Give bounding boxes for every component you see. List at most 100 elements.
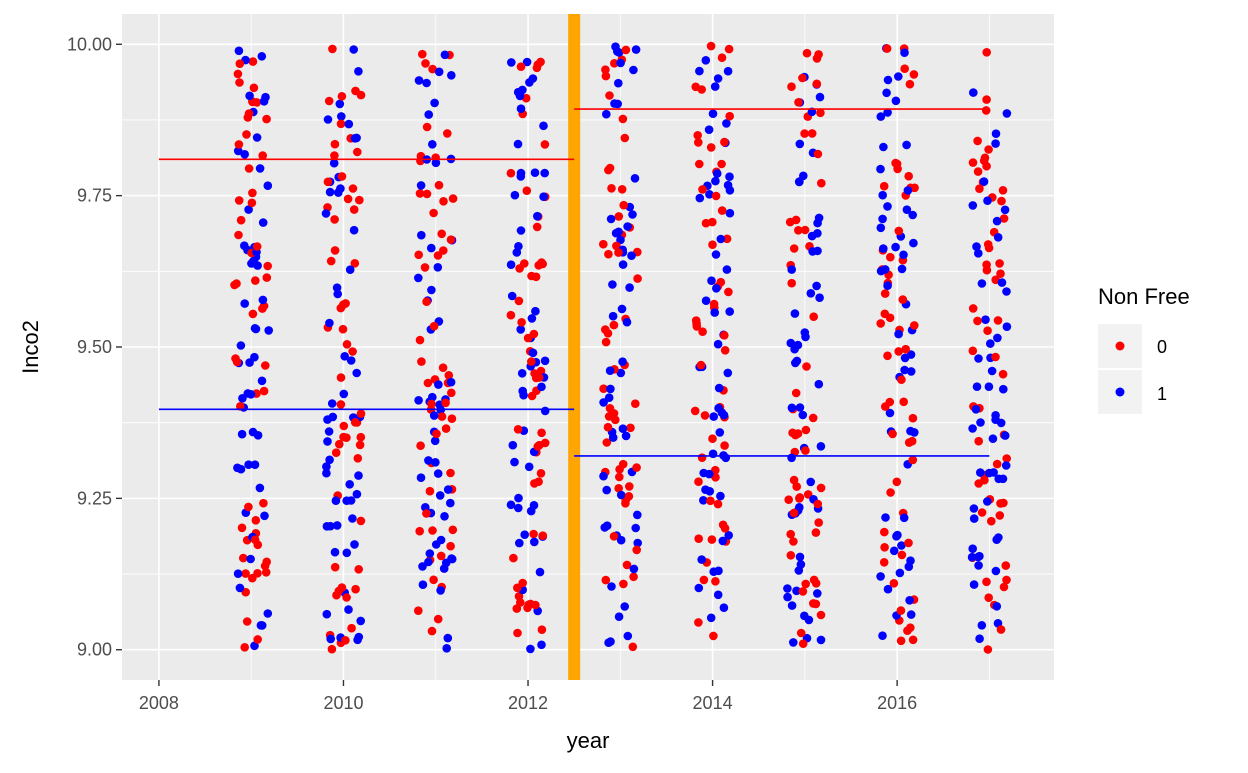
- data-point-series-1: [712, 169, 722, 178]
- data-point-series-1: [246, 554, 255, 564]
- data-point-series-1: [905, 596, 914, 605]
- data-point-series-1: [342, 548, 352, 558]
- data-point-series-0: [429, 575, 438, 585]
- data-point-series-1: [1002, 287, 1011, 296]
- data-point-series-0: [235, 78, 244, 87]
- data-point-series-1: [614, 48, 624, 57]
- data-point-series-0: [618, 459, 628, 469]
- data-point-series-0: [1002, 454, 1011, 463]
- data-point-series-0: [355, 195, 364, 205]
- data-point-series-0: [720, 137, 729, 147]
- data-point-series-0: [605, 404, 615, 413]
- data-point-series-0: [995, 511, 1005, 520]
- data-point-series-0: [415, 189, 425, 198]
- data-point-series-0: [816, 610, 826, 620]
- data-point-series-1: [255, 483, 265, 493]
- data-point-series-1: [526, 644, 535, 654]
- data-point-series-1: [991, 566, 1001, 576]
- data-point-series-1: [981, 315, 990, 325]
- data-point-series-1: [323, 437, 332, 446]
- data-point-series-1: [796, 560, 806, 569]
- data-point-series-1: [633, 510, 642, 520]
- data-point-series-0: [354, 565, 364, 574]
- data-point-series-1: [800, 611, 809, 621]
- data-point-series-1: [629, 65, 638, 75]
- data-point-series-0: [632, 463, 641, 472]
- data-point-series-1: [707, 276, 716, 286]
- data-point-series-0: [632, 545, 641, 555]
- data-point-series-0: [611, 415, 620, 425]
- data-point-series-0: [800, 129, 809, 138]
- data-point-series-1: [255, 164, 265, 173]
- data-point-series-0: [984, 145, 993, 154]
- grid-lines: [122, 14, 1054, 680]
- data-point-series-0: [247, 198, 257, 208]
- data-point-series-1: [537, 382, 546, 392]
- data-point-series-1: [622, 317, 632, 327]
- data-point-series-1: [433, 263, 443, 272]
- data-point-series-1: [234, 46, 244, 56]
- data-point-series-1: [323, 415, 332, 424]
- data-point-series-1: [322, 462, 331, 471]
- data-point-series-1: [724, 531, 733, 540]
- data-point-series-1: [895, 568, 905, 578]
- data-point-series-0: [996, 269, 1005, 279]
- data-point-series-1: [520, 530, 529, 539]
- x-tick-label: 2012: [508, 693, 548, 713]
- data-point-series-1: [446, 498, 455, 508]
- data-point-series-1: [808, 247, 817, 256]
- data-point-series-0: [991, 352, 1000, 362]
- data-point-series-1: [795, 403, 805, 412]
- data-point-series-1: [629, 564, 639, 574]
- data-point-series-0: [506, 168, 516, 178]
- data-point-series-1: [900, 365, 909, 375]
- data-point-series-1: [516, 168, 526, 178]
- data-point-series-0: [619, 579, 628, 589]
- data-point-series-1: [516, 226, 526, 235]
- data-point-series-1: [530, 537, 539, 547]
- data-point-series-0: [235, 59, 245, 68]
- data-point-series-0: [513, 583, 522, 593]
- data-point-series-0: [520, 259, 529, 268]
- data-point-series-1: [327, 399, 337, 408]
- data-point-series-1: [623, 631, 633, 641]
- data-point-series-0: [522, 186, 532, 195]
- legend-key-0-dot: [1115, 341, 1125, 351]
- data-point-series-0: [975, 184, 984, 193]
- data-point-series-1: [816, 442, 826, 451]
- data-point-series-0: [237, 523, 247, 533]
- data-point-series-1: [238, 394, 247, 403]
- data-point-series-0: [259, 386, 269, 396]
- data-point-series-0: [234, 196, 244, 205]
- data-point-series-0: [234, 230, 243, 240]
- data-point-series-0: [417, 357, 426, 366]
- data-point-series-0: [603, 422, 613, 432]
- data-point-series-0: [968, 304, 978, 313]
- data-point-series-0: [423, 378, 433, 388]
- data-point-series-1: [528, 348, 538, 358]
- data-point-series-0: [509, 553, 518, 563]
- data-point-series-1: [539, 192, 548, 201]
- data-point-series-1: [705, 487, 715, 496]
- data-point-series-0: [529, 529, 538, 539]
- data-point-series-0: [886, 252, 895, 262]
- data-point-series-1: [711, 176, 720, 186]
- data-point-series-0: [817, 178, 826, 188]
- data-point-series-0: [709, 299, 719, 309]
- data-point-series-0: [258, 151, 268, 160]
- data-point-series-1: [616, 368, 626, 378]
- data-point-series-1: [881, 513, 890, 522]
- data-point-series-1: [883, 108, 892, 117]
- data-point-series-1: [883, 75, 893, 85]
- data-point-series-1: [789, 638, 798, 647]
- data-point-series-1: [418, 562, 427, 571]
- data-point-series-1: [322, 609, 332, 619]
- data-point-series-0: [722, 234, 732, 244]
- data-point-series-1: [714, 383, 724, 393]
- data-point-series-1: [879, 142, 888, 152]
- data-point-series-1: [709, 567, 718, 576]
- data-point-series-0: [439, 197, 448, 206]
- data-point-series-0: [341, 636, 350, 645]
- data-point-series-1: [906, 367, 916, 376]
- data-point-series-0: [1002, 575, 1011, 585]
